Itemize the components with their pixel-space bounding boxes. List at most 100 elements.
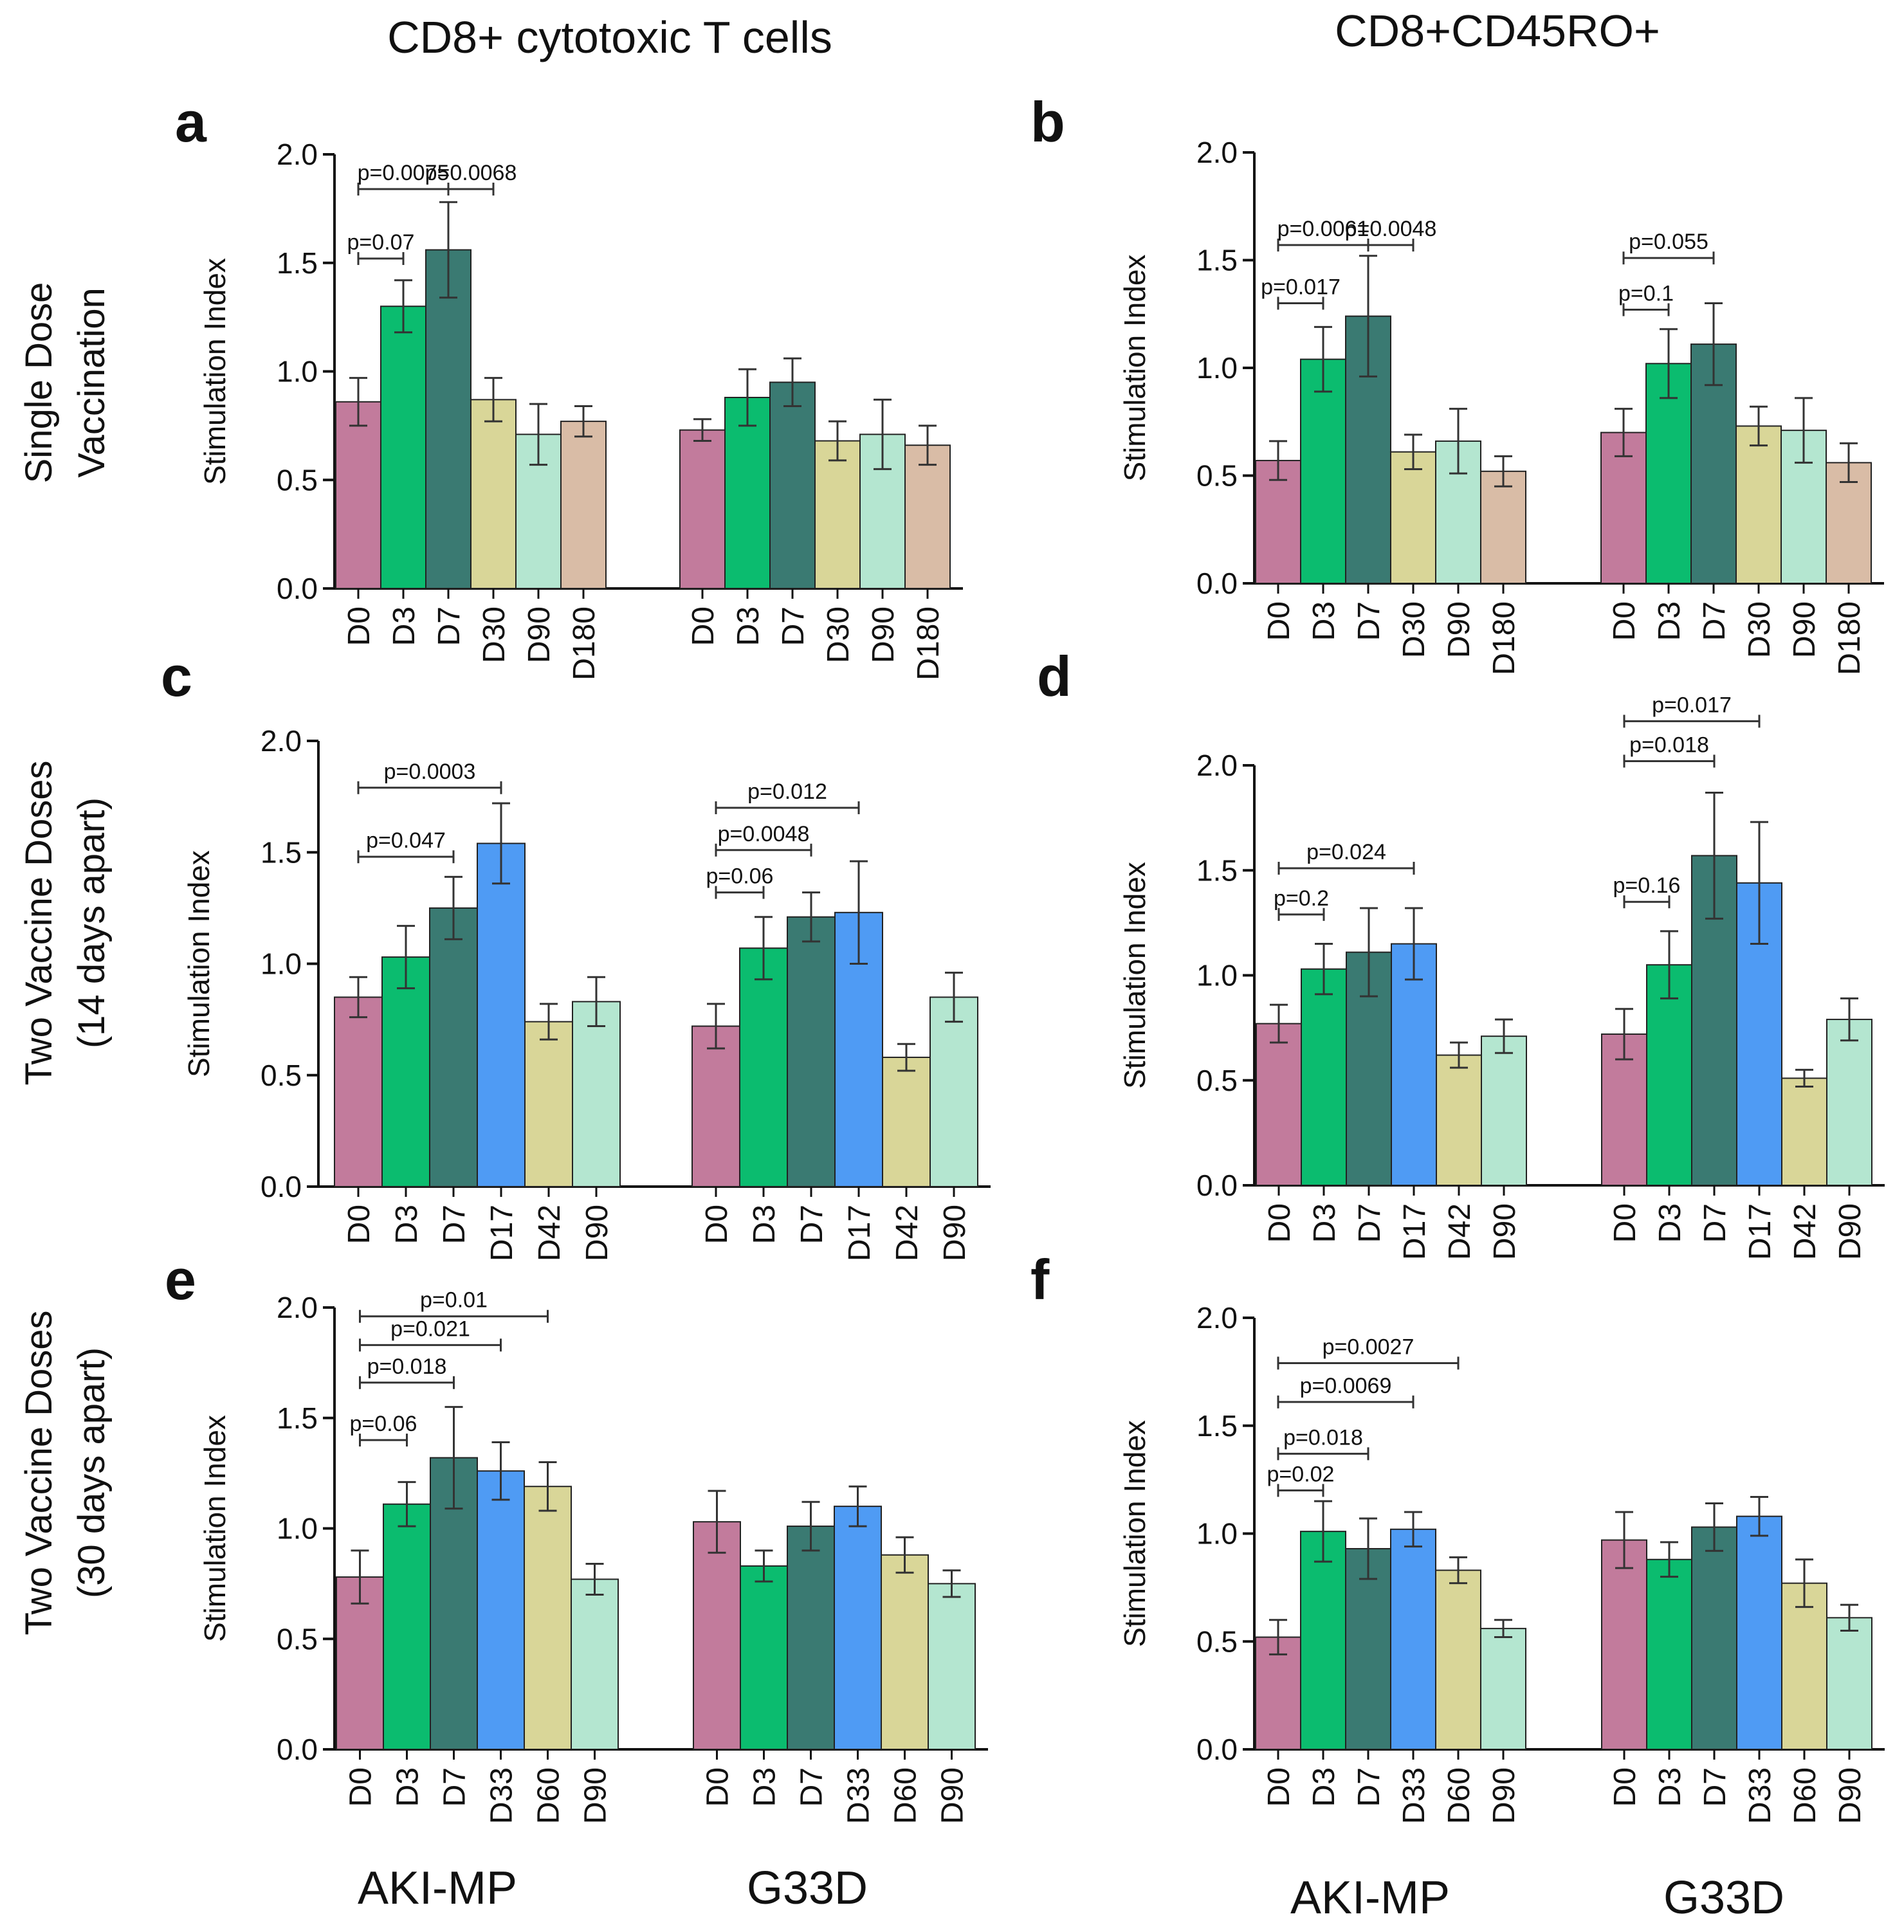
bar-aki-mp-d7 [429, 907, 478, 1187]
bar-aki-mp-d7 [425, 249, 471, 589]
bar-g33d-d0 [1601, 1539, 1647, 1750]
y-tick-label: 0.0 [277, 1733, 318, 1766]
x-tick-label: D90 [1788, 601, 1822, 658]
bar-aki-mp-d0 [335, 401, 381, 589]
x-tick-label: D90 [1833, 1767, 1867, 1824]
y-tick-label: 1.5 [261, 835, 302, 869]
bar-g33d-d3 [724, 397, 771, 589]
x-tick-label: D180 [1487, 601, 1521, 675]
p-value-label: p=0.1 [1618, 282, 1674, 306]
p-value-label: p=0.018 [1283, 1425, 1363, 1450]
x-tick-label: D7 [1352, 1767, 1386, 1807]
y-axis-label: Stimulation Index [198, 258, 232, 485]
x-tick-label: D90 [1487, 1767, 1521, 1824]
x-tick-label: D180 [911, 606, 946, 680]
x-tick-label: D42 [890, 1205, 924, 1261]
x-tick-label: D3 [1307, 1767, 1341, 1807]
x-tick-label: D0 [686, 606, 720, 646]
x-tick-label: D3 [1653, 1203, 1687, 1243]
bar-aki-mp-d0 [1255, 460, 1301, 584]
footer-group-left-2: G33D [747, 1863, 868, 1914]
chart-panel-d: Stimulation Index 0.0 0.5 1.0 1.5 2.0 D0 D3 D7 D1… [1118, 693, 1885, 1260]
y-tick-label: 1.5 [277, 1401, 318, 1435]
p-value-label: p=0.02 [1267, 1462, 1335, 1486]
bar-aki-mp-d33 [477, 1470, 525, 1750]
x-tick-label: D42 [1443, 1203, 1477, 1260]
x-tick-label: D0 [1608, 1767, 1642, 1807]
y-tick-label: 1.0 [277, 1512, 318, 1545]
bar-g33d-d90 [928, 1583, 976, 1750]
bar-aki-mp-d3 [1300, 1531, 1346, 1751]
x-tick-label: D7 [1352, 601, 1386, 641]
y-tick-label: 2.0 [277, 1291, 318, 1324]
x-tick-label: D0 [342, 1205, 376, 1244]
p-value-label: p=0.0069 [1300, 1374, 1392, 1398]
y-axis-label: Stimulation Index [1118, 255, 1151, 482]
bar-g33d-d30 [1735, 425, 1782, 585]
x-tick-label: D60 [532, 1767, 566, 1824]
x-tick-label: D42 [1788, 1203, 1822, 1260]
row-title-1: Single Dose Vaccination [18, 282, 113, 484]
bar-g33d-d0 [1600, 432, 1647, 584]
bar-g33d-d3 [1645, 363, 1692, 584]
bar-g33d-d7 [769, 381, 816, 589]
bar-g33d-d180 [904, 444, 951, 589]
x-tick-label: D0 [342, 606, 376, 646]
bar-aki-mp-d0 [336, 1576, 384, 1751]
bar-g33d-d7 [787, 1526, 835, 1750]
p-value-label: p=0.06 [350, 1412, 417, 1436]
y-tick-label: 0.5 [261, 1059, 302, 1092]
x-tick-label: D90 [866, 606, 901, 663]
row-title-1-line1: Single Dose [18, 282, 60, 484]
x-tick-label: D7 [432, 606, 466, 646]
y-tick-label: 0.5 [1196, 1064, 1238, 1097]
y-tick-label: 0.0 [1196, 567, 1238, 600]
panel-letter-d: d [1037, 644, 1072, 708]
p-value-label: p=0.055 [1629, 230, 1708, 254]
y-tick-label: 2.0 [1196, 136, 1238, 169]
x-tick-label: D3 [731, 606, 765, 646]
column-title-right: CD8+CD45RO+ [1335, 6, 1660, 56]
x-tick-label: D180 [567, 606, 601, 680]
x-tick-label: D42 [533, 1205, 567, 1261]
y-axis-label: Stimulation Index [182, 850, 215, 1077]
p-value-label: p=0.0068 [425, 161, 517, 185]
x-tick-label: D30 [821, 606, 856, 663]
chart-panel-c: Stimulation Index 0.0 0.5 1.0 1.5 2.0 D0 D3 D7 D1… [182, 724, 991, 1261]
bar-g33d-d33 [1736, 1515, 1782, 1750]
x-tick-label: D3 [747, 1205, 782, 1244]
x-tick-label: D33 [1743, 1767, 1777, 1824]
y-tick-label: 2.0 [261, 724, 302, 758]
row-title-3-line1: Two Vaccine Doses [18, 1310, 60, 1635]
bar-aki-mp-d3 [383, 1503, 431, 1751]
y-tick-label: 0.5 [277, 463, 318, 497]
bar-aki-mp-d0 [1256, 1023, 1302, 1186]
x-tick-label: D0 [1262, 601, 1296, 641]
x-tick-label: D30 [1397, 601, 1431, 658]
p-value-label: p=0.0075 [358, 161, 450, 185]
panel-letter-a: a [175, 90, 207, 154]
row-title-2-line1: Two Vaccine Doses [18, 760, 60, 1085]
x-tick-label: D0 [1608, 1203, 1642, 1243]
bar-g33d-d42 [882, 1057, 931, 1188]
y-tick-label: 1.0 [1196, 1517, 1238, 1551]
p-value-label: p=0.07 [347, 230, 415, 255]
bar-aki-mp-d17 [477, 843, 526, 1187]
panel-letter-b: b [1030, 90, 1065, 154]
bar-g33d-d42 [1781, 1077, 1827, 1186]
p-value-label: p=0.021 [390, 1317, 470, 1341]
bar-aki-mp-d180 [560, 421, 607, 589]
x-tick-label: D90 [938, 1205, 972, 1261]
x-tick-label: D60 [1442, 1767, 1476, 1824]
x-tick-label: D0 [1262, 1767, 1296, 1807]
bar-g33d-d60 [881, 1554, 929, 1750]
p-value-label: p=0.16 [1613, 873, 1681, 898]
p-value-label: p=0.0027 [1323, 1335, 1414, 1359]
chart-panel-f: Stimulation Index 0.0 0.5 1.0 1.5 2.0 D0 D3 D7 D3… [1118, 1301, 1885, 1824]
x-tick-label: D7 [1353, 1203, 1387, 1243]
p-value-label: p=0.0048 [718, 822, 810, 846]
p-value-label: p=0.0048 [1345, 217, 1437, 241]
p-value-label: p=0.01 [420, 1288, 488, 1313]
